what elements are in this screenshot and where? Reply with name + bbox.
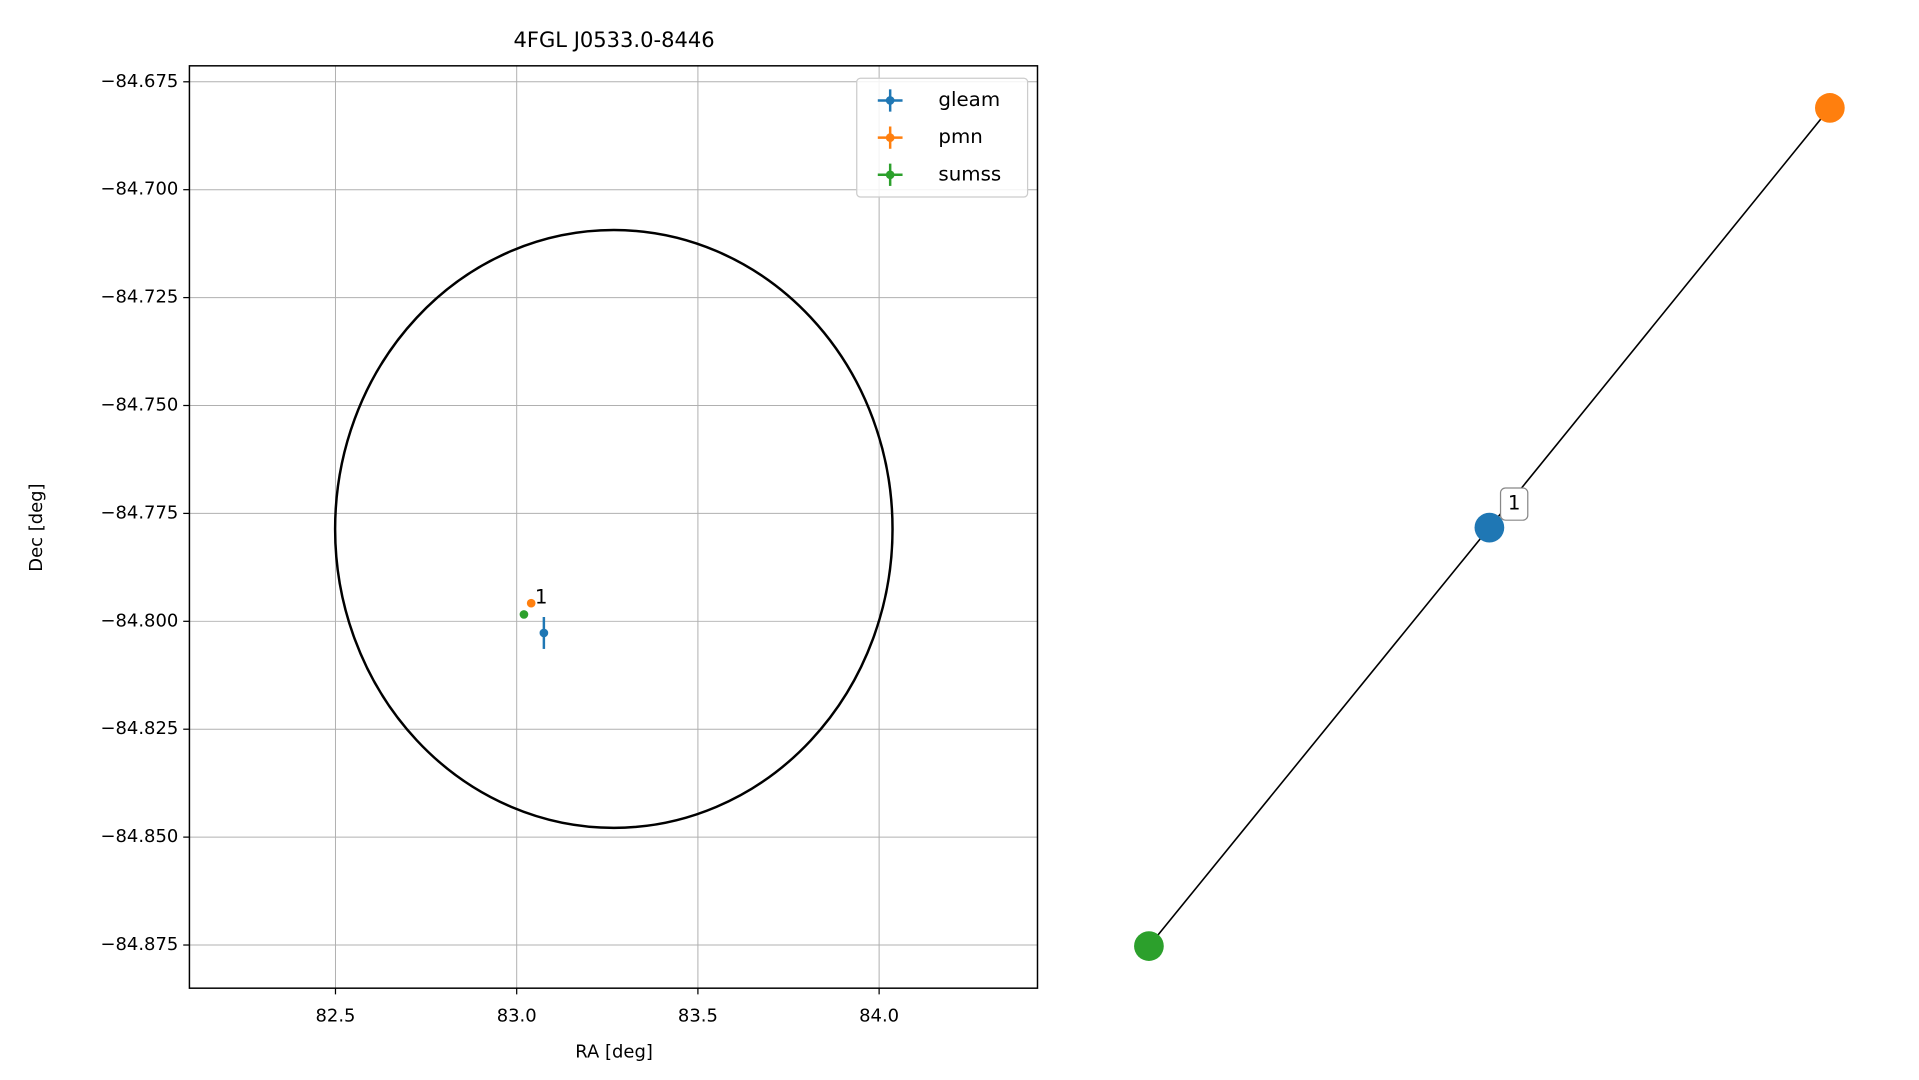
y-tick-label: −84.850 [100,826,178,847]
graph-node [1134,931,1164,961]
legend-marker [885,96,895,105]
axes-frame [188,65,1039,989]
graph-node [1815,93,1845,123]
network-graph: 1 [1134,93,1845,961]
legend-label: gleam [938,88,1000,111]
legend-label: sumss [938,162,1001,185]
y-tick-label: −84.775 [100,502,178,523]
y-axis-label: Dec [deg] [26,484,47,572]
legend-label: pmn [938,125,982,148]
x-axis-label: RA [deg] [575,1042,653,1063]
x-tick-label: 83.0 [497,1006,537,1027]
graph-edge [1488,107,1831,529]
y-tick-label: −84.875 [100,934,178,955]
y-tick-label: −84.675 [100,71,178,92]
x-tick-label: 83.5 [678,1006,718,1027]
error-ellipse [333,228,894,830]
plot-area: 82.5 83.0 83.5 84.0 −84.675 −84.700 −84.725 −84… [100,65,1039,1027]
legend-marker [885,133,895,142]
graph-node [1474,512,1505,543]
legend-box [856,77,1029,198]
point [526,598,536,608]
y-tick-label: −84.700 [100,179,178,200]
y-tick-label: −84.800 [100,610,178,631]
legend-marker [885,170,895,180]
y-tick-label: −84.725 [100,287,178,308]
graph-edge [1148,527,1491,947]
chart-title: 4FGL J0533.0-8446 [514,27,715,52]
annotation: 1 [535,586,548,609]
y-tick-label: −84.750 [100,395,178,416]
y-tick-label: −84.825 [100,718,178,739]
point [519,610,529,619]
x-tick-label: 82.5 [316,1006,356,1027]
x-tick-label: 84.0 [859,1006,899,1027]
point [539,628,549,638]
edge-label: 1 [1508,492,1521,515]
edge-label-box [1499,487,1529,521]
